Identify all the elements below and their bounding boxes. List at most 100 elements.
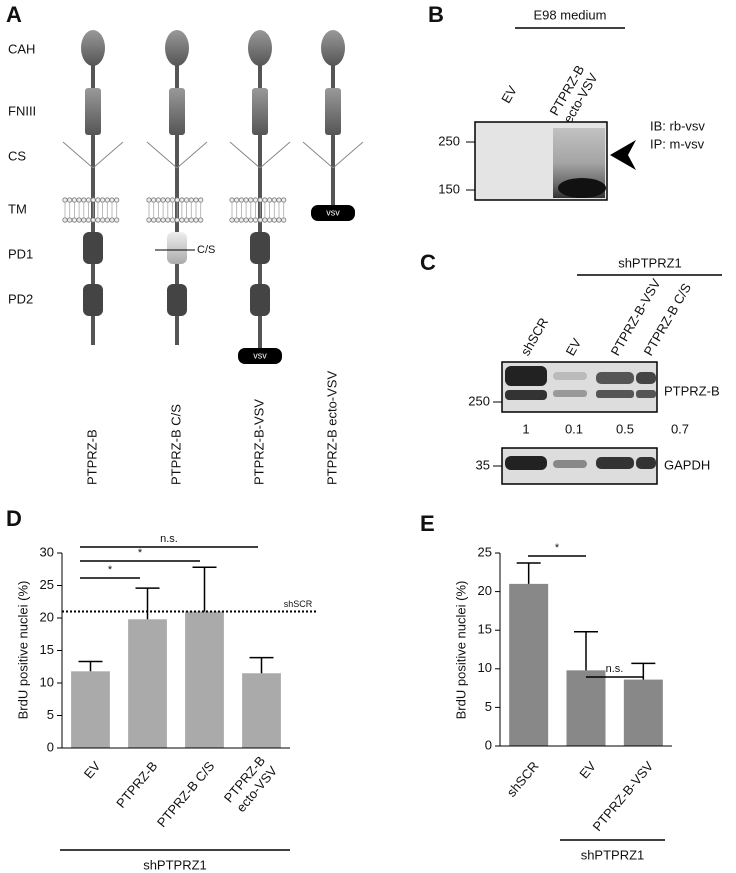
cah-domain (81, 30, 105, 66)
lipid (257, 217, 263, 223)
error-bar (516, 562, 541, 584)
lipid (184, 197, 190, 203)
quantification: 0.5 (616, 421, 634, 436)
cah-domain (248, 30, 272, 66)
lipid (198, 197, 204, 203)
bar (128, 619, 167, 748)
lipid (155, 197, 161, 203)
domain-label: TM (8, 201, 27, 216)
y-tick-label: 10 (478, 660, 492, 675)
domain-label: PD2 (8, 291, 33, 306)
lipid (276, 197, 282, 203)
lipid (238, 197, 244, 203)
y-axis-label: BrdU positive nuclei (%) (453, 581, 468, 720)
group-label: shPTPRZ1 (581, 847, 645, 862)
lipid (114, 217, 120, 223)
y-tick-label: 25 (40, 577, 54, 592)
pd1-domain (83, 232, 103, 264)
lipid (71, 217, 78, 223)
fniii-domain (325, 88, 341, 135)
cs-line (259, 141, 291, 169)
significance-label: n.s. (606, 663, 624, 675)
construct-label: PTPRZ-B-VSV (251, 399, 266, 485)
blot-band (553, 372, 587, 380)
y-axis-label: BrdU positive nuclei (%) (15, 581, 30, 720)
cs-line (229, 141, 261, 169)
y-tick-label: 10 (40, 674, 54, 689)
lipid (90, 217, 96, 223)
arrowhead (610, 140, 636, 170)
lipid (281, 217, 287, 223)
marker-label: 250 (438, 133, 460, 148)
group-label: shPTPRZ1 (143, 857, 207, 872)
quantification: 1 (522, 421, 529, 436)
mutation-label: C/S (197, 244, 215, 256)
blot-band (596, 390, 634, 398)
lipid (198, 217, 204, 223)
tag-label: vsv (326, 207, 340, 217)
bar (566, 670, 606, 746)
y-tick-label: 0 (47, 739, 54, 754)
note: IB: rb-vsv (650, 118, 705, 133)
lipid (85, 217, 92, 223)
quantification: 0.1 (565, 421, 583, 436)
cs-line (302, 141, 334, 169)
lipid (271, 197, 277, 203)
lipid (169, 197, 176, 203)
significance-label: * (138, 547, 143, 559)
lipid (100, 197, 106, 203)
lipid (193, 217, 199, 223)
lipid (169, 217, 176, 223)
x-tick-label: PTPRZ-B-VSV (590, 758, 657, 834)
lipid (62, 197, 68, 203)
lipid (100, 217, 106, 223)
vsv-tag (238, 348, 282, 364)
significance-label: n.s. (160, 533, 178, 545)
blot-band (505, 390, 547, 400)
reference-label: shSCR (284, 599, 313, 609)
y-tick-label: 5 (47, 707, 54, 722)
lipid (104, 217, 110, 223)
lipid (179, 217, 185, 223)
lipid (67, 197, 73, 203)
bar (623, 679, 663, 746)
lipid (160, 197, 166, 203)
cs-line (62, 141, 94, 169)
marker-label: 150 (438, 181, 460, 196)
lipid (238, 217, 244, 223)
panel-letter: B (428, 2, 444, 27)
blot-band (553, 460, 587, 468)
lipid (165, 197, 171, 203)
lipid (188, 197, 194, 203)
blot-band (636, 457, 656, 469)
lipid (229, 197, 235, 203)
lipid (262, 197, 268, 203)
lipid (71, 197, 78, 203)
y-tick-label: 5 (485, 699, 492, 714)
lane-label: EV (563, 335, 585, 358)
y-tick-label: 25 (478, 544, 492, 559)
cs-line (146, 141, 178, 169)
lipid (281, 197, 287, 203)
tag-label: vsv (253, 350, 267, 360)
vsv-tag (311, 205, 355, 221)
lipid (252, 217, 259, 223)
lipid (229, 217, 235, 223)
blot-band (636, 390, 656, 398)
cah-domain (321, 30, 345, 66)
y-tick-label: 20 (478, 583, 492, 598)
blot-band (558, 178, 606, 198)
error-bar (78, 660, 103, 672)
lipid (160, 217, 166, 223)
pd1-domain (167, 232, 187, 264)
cs-line (332, 141, 364, 169)
lipid (271, 217, 277, 223)
construct-label: PTPRZ-B ecto-VSV (324, 371, 339, 485)
lipid (90, 197, 96, 203)
blot-band (505, 456, 547, 470)
lipid (155, 217, 161, 223)
x-tick-label: PTPRZ-B C/S (154, 758, 218, 830)
bar (185, 611, 224, 748)
bar (509, 583, 549, 746)
domain-label: PD1 (8, 246, 33, 261)
